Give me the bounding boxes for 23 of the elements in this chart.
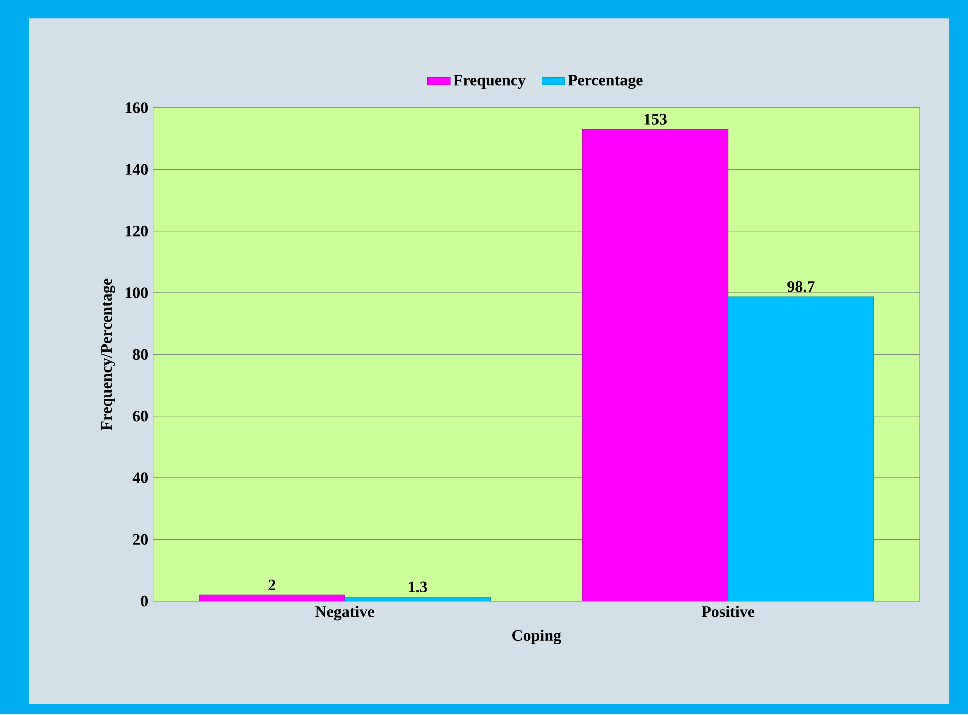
bar	[199, 595, 346, 602]
y-tick-label: 160	[126, 102, 148, 114]
data-label: 1.3	[409, 582, 428, 593]
y-tick-label: 40	[132, 472, 148, 484]
y-tick-label: 100	[126, 288, 148, 299]
legend-label: Percentage	[568, 75, 643, 90]
y-tick-label: 60	[133, 411, 148, 422]
y-tick-label: 20	[133, 534, 148, 546]
data-label: 153	[644, 114, 667, 126]
data-label: 2	[268, 580, 276, 591]
bar	[344, 597, 491, 602]
y-tick-label: 120	[126, 226, 148, 237]
data-label: 98.7	[788, 282, 815, 292]
bar	[582, 129, 729, 602]
y-tick-label: 0	[141, 596, 148, 607]
legend-label: Frequency	[454, 75, 526, 90]
bar	[728, 296, 874, 602]
x-tick-label: Negative	[316, 606, 374, 621]
x-tick-label: Positive	[702, 606, 755, 618]
y-axis-title: Frequency/Percentage	[101, 279, 116, 431]
x-axis-title: Coping	[512, 630, 562, 645]
y-tick-label: 140	[126, 164, 148, 176]
y-tick-label: 80	[133, 349, 148, 360]
